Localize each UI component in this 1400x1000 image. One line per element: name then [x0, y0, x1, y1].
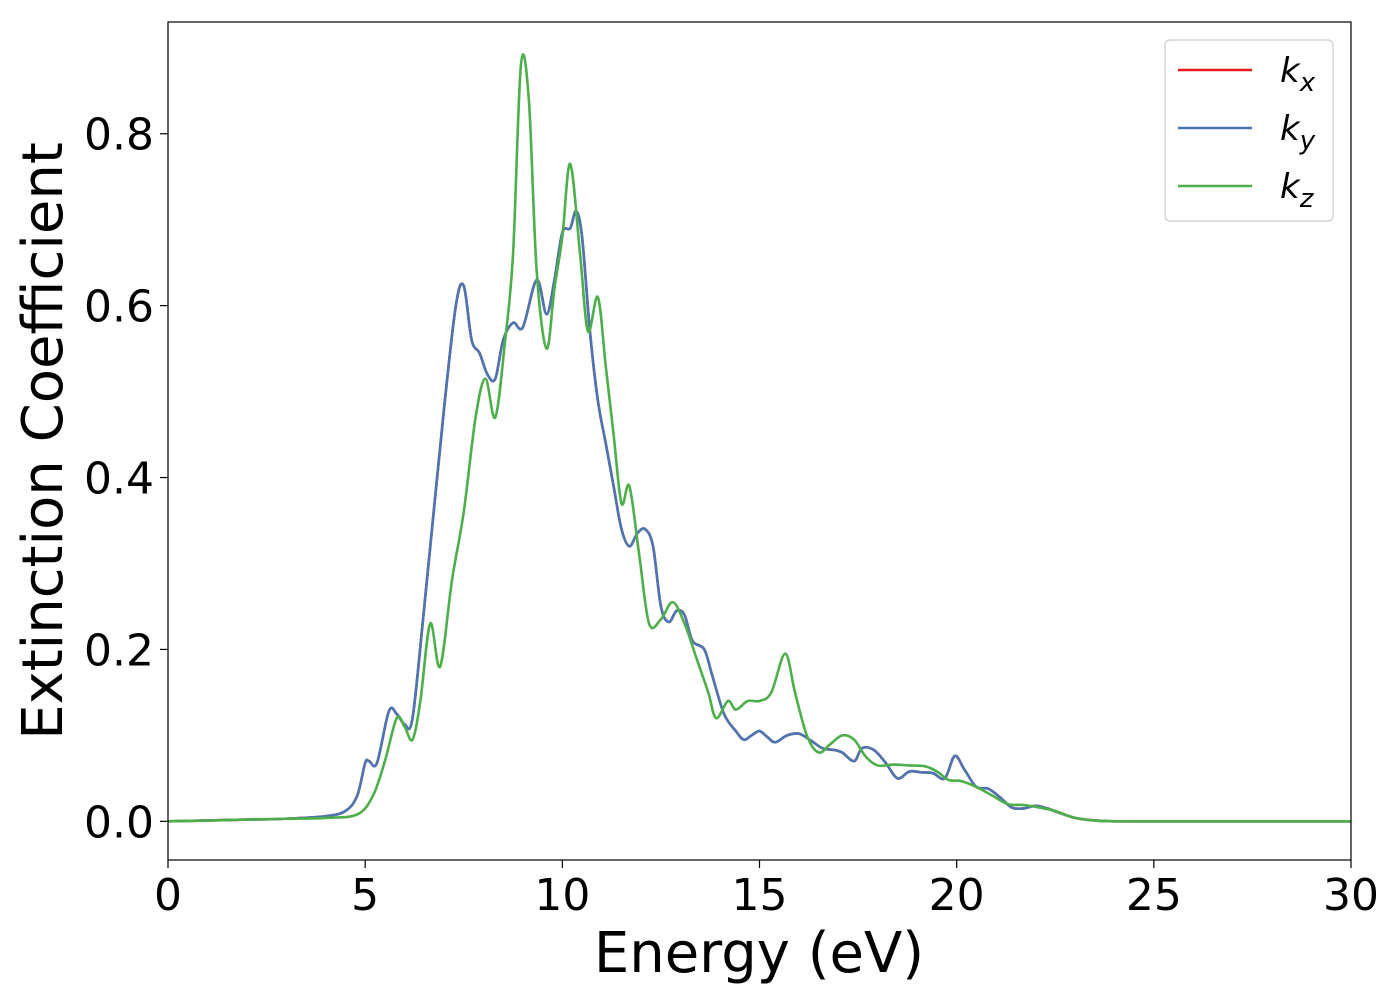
x-tick-label: 10 — [534, 870, 590, 921]
legend: kx ky kz — [1164, 39, 1334, 222]
x-axis-ticks: 0 5 10 15 20 25 30 — [154, 860, 1379, 921]
y-tick-label: 0.0 — [84, 797, 154, 848]
legend-label-z: kz — [1280, 167, 1315, 214]
x-tick-label: 20 — [929, 870, 985, 921]
x-axis-title: Energy (eV) — [594, 921, 924, 986]
x-tick-label: 0 — [154, 870, 182, 921]
legend-label-x: kx — [1280, 51, 1316, 98]
x-tick-label: 30 — [1323, 870, 1379, 921]
plot-area — [167, 21, 1352, 861]
y-tick-label: 0.2 — [84, 625, 154, 676]
series-layer — [168, 53, 1351, 823]
series-line-y — [168, 209, 1351, 823]
x-tick-label: 5 — [351, 870, 379, 921]
y-tick-label: 0.4 — [84, 454, 154, 505]
x-tick-label: 25 — [1126, 870, 1182, 921]
series-line-z — [168, 53, 1351, 823]
y-axis-title: Extinction Coefficient — [11, 142, 76, 740]
legend-box — [1164, 39, 1334, 222]
y-axis-ticks: 0.0 0.2 0.4 0.6 0.8 — [84, 110, 168, 848]
x-tick-label: 15 — [732, 870, 788, 921]
legend-label-y: ky — [1280, 109, 1316, 156]
y-tick-label: 0.6 — [84, 282, 154, 333]
y-tick-label: 0.8 — [84, 110, 154, 161]
